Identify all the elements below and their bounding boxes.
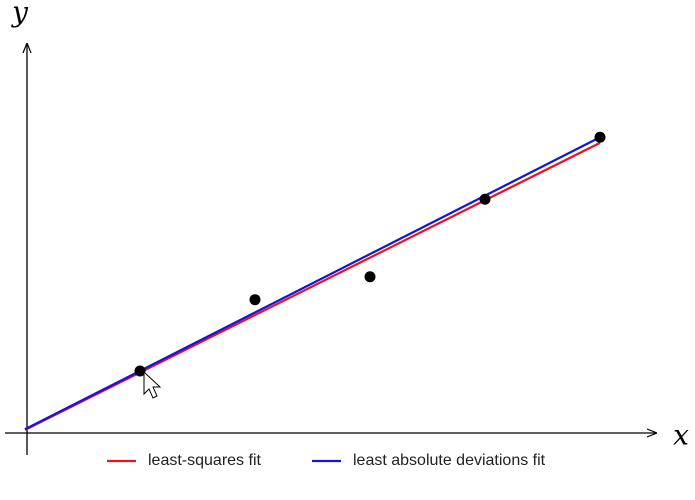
data-point xyxy=(594,131,606,143)
data-point xyxy=(364,271,376,283)
data-point xyxy=(249,294,261,306)
data-point xyxy=(134,365,146,377)
fit-line xyxy=(24,141,601,431)
data-point xyxy=(479,193,491,205)
cursor xyxy=(143,370,162,399)
legend-label: least absolute deviations fit xyxy=(353,452,546,469)
x-axis-label: x xyxy=(673,419,689,452)
y-axis-label: y xyxy=(10,0,29,29)
legend-label: least-squares fit xyxy=(148,452,261,469)
fit-line xyxy=(24,136,601,431)
